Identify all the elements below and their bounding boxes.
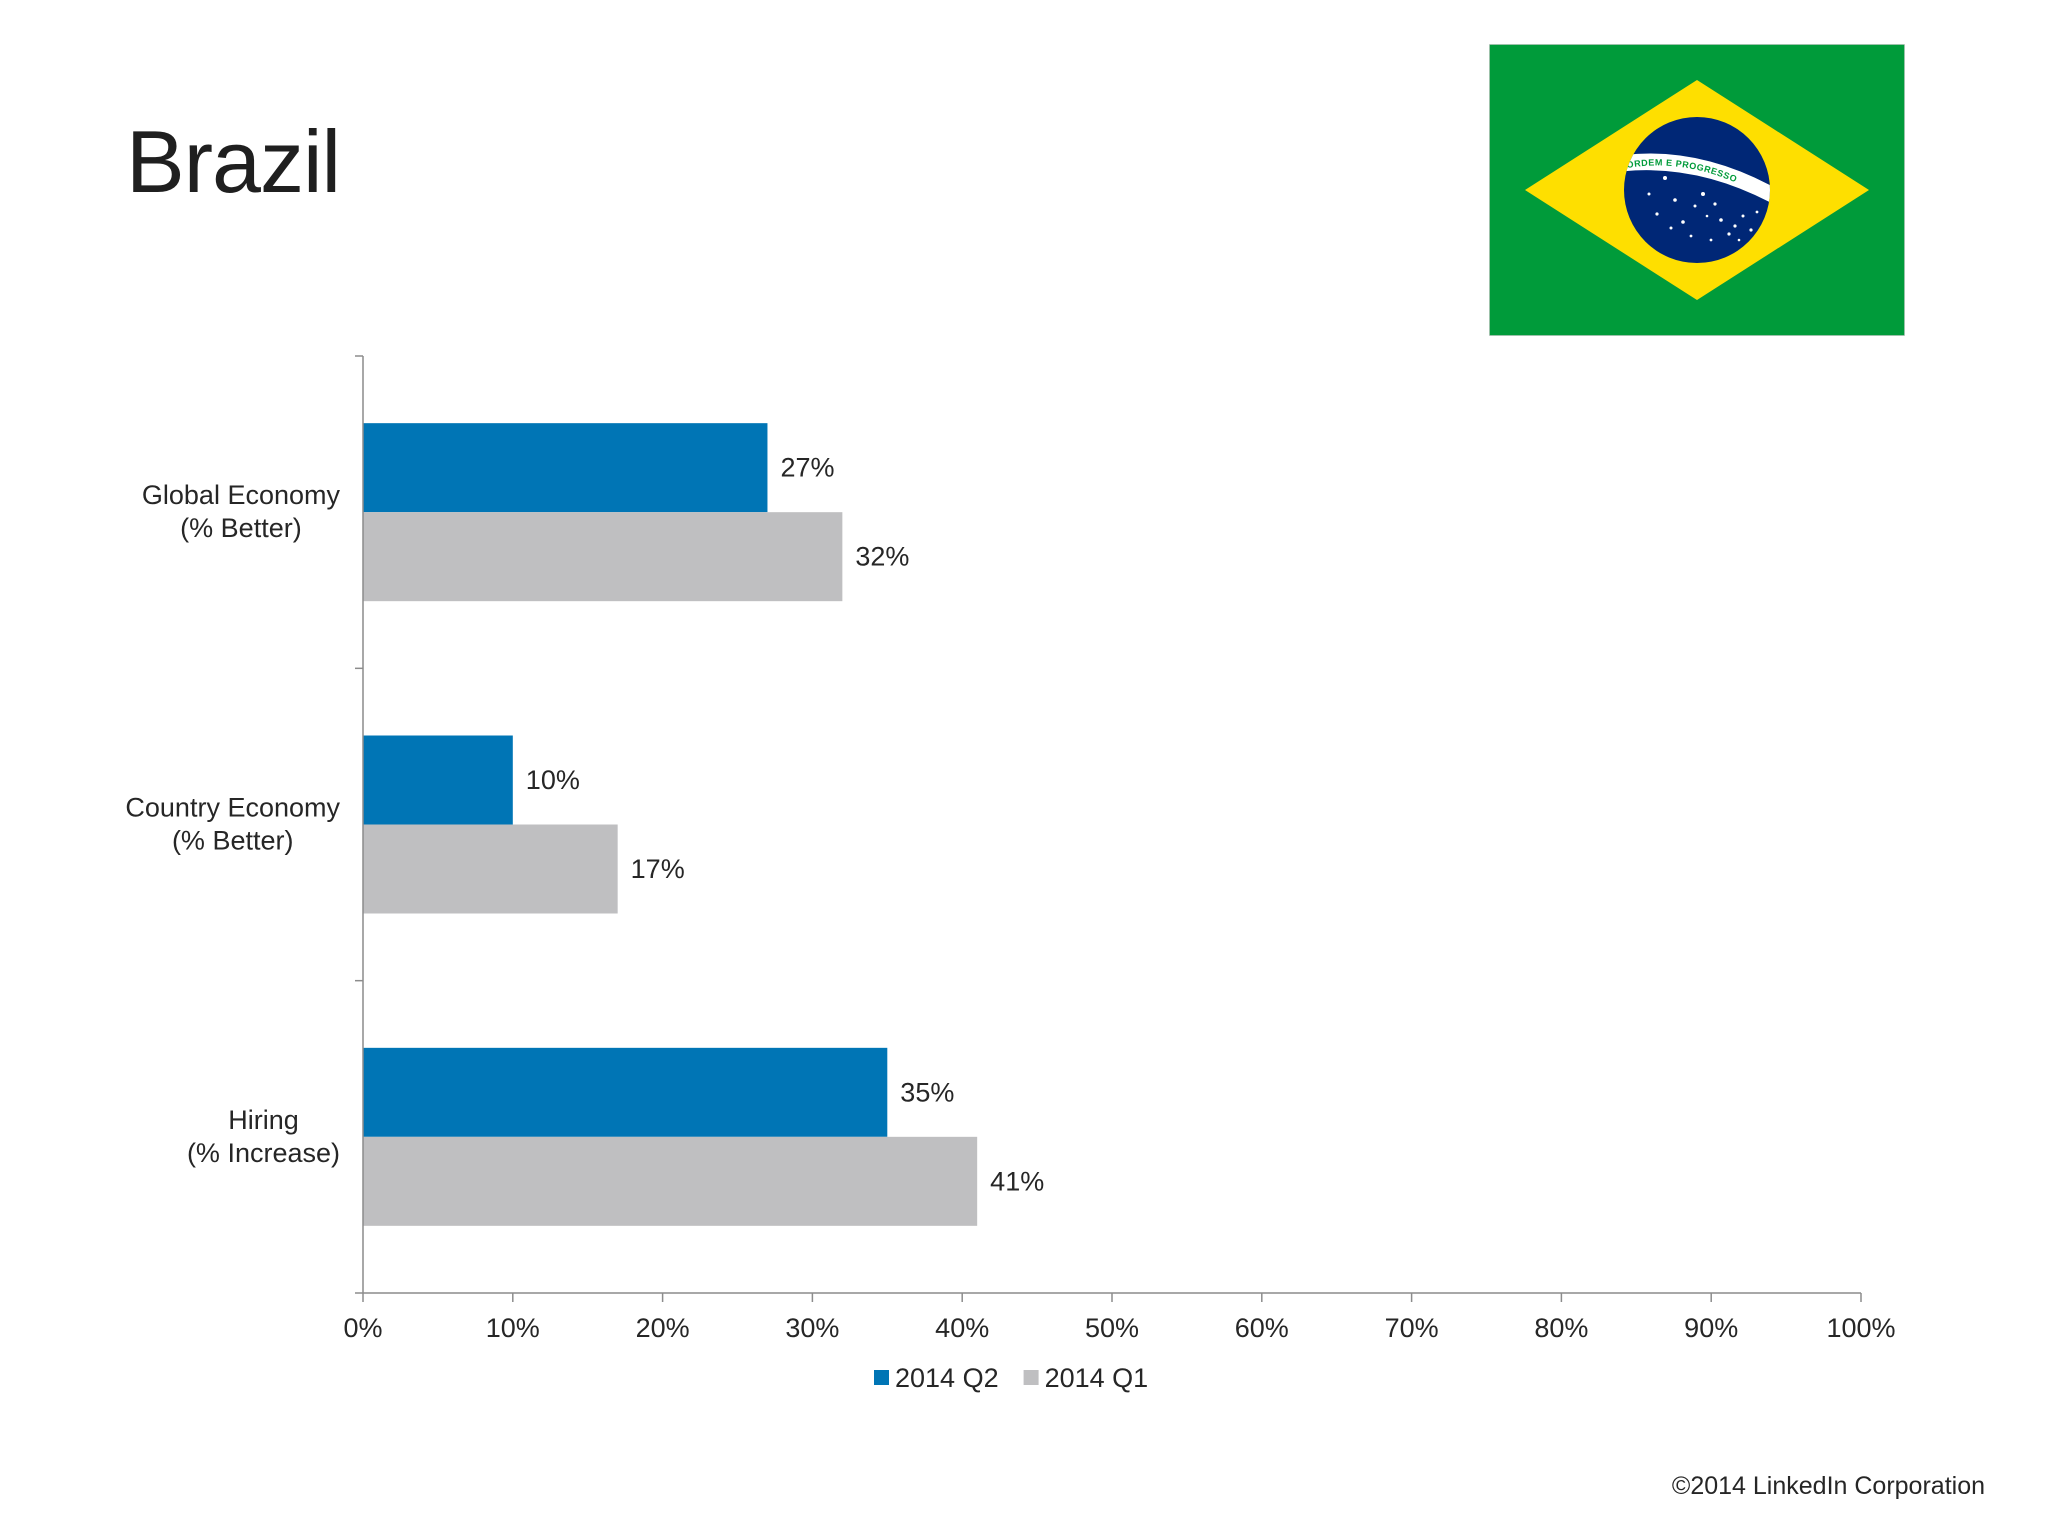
x-tick-label: 0% [343, 1313, 382, 1343]
legend-swatch-2014-q2 [874, 1370, 889, 1385]
data-label: 32% [855, 542, 909, 572]
x-tick-label: 30% [785, 1313, 839, 1343]
x-tick-label: 50% [1085, 1313, 1139, 1343]
legend-label: 2014 Q2 [895, 1363, 999, 1393]
legend-label: 2014 Q1 [1045, 1363, 1149, 1393]
x-tick-label: 70% [1385, 1313, 1439, 1343]
copyright: ©2014 LinkedIn Corporation [1671, 1472, 1985, 1500]
bar-2014-q2-1 [363, 735, 513, 825]
flag-white-band [1624, 153, 1770, 206]
category-label: Global Economy (% Better) [142, 480, 341, 543]
x-tick-label: 10% [486, 1313, 540, 1343]
x-tick-label: 100% [1826, 1313, 1895, 1343]
x-tick-label: 80% [1534, 1313, 1588, 1343]
bar-2014-q2-0 [363, 423, 768, 513]
x-tick-label: 20% [636, 1313, 690, 1343]
data-label: 17% [631, 854, 685, 884]
bar-2014-q2-2 [363, 1047, 888, 1137]
category-label: Country Economy (% Better) [125, 793, 340, 856]
bar-2014-q1-0 [363, 512, 843, 602]
brazil-flag-icon: ORDEM E PROGRESSO [1489, 44, 1905, 336]
page-title: Brazil [126, 112, 341, 211]
category-label: Hiring (% Increase) [187, 1105, 340, 1168]
flag-stars [1647, 168, 1759, 242]
data-label: 10% [526, 765, 580, 795]
data-label: 41% [990, 1166, 1044, 1196]
data-label: 27% [780, 453, 834, 483]
data-label: 35% [900, 1077, 954, 1107]
x-tick-label: 90% [1684, 1313, 1738, 1343]
bar-2014-q1-2 [363, 1136, 978, 1226]
x-tick-label: 40% [935, 1313, 989, 1343]
bar-2014-q1-1 [363, 824, 618, 914]
legend-swatch-2014-q1 [1023, 1370, 1039, 1385]
x-tick-label: 60% [1235, 1313, 1289, 1343]
